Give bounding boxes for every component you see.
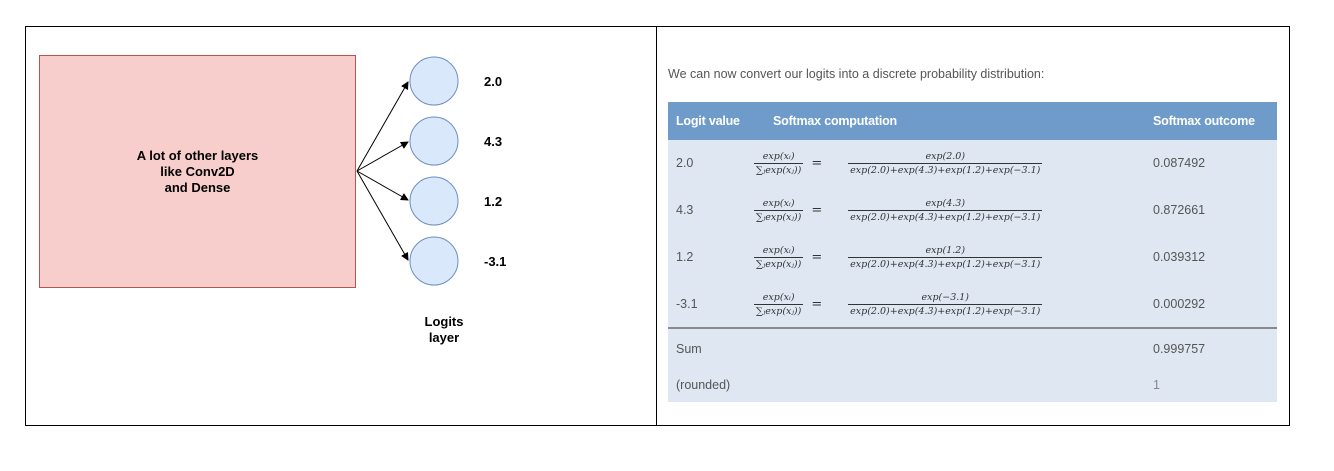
column-header-computation: Softmax computation xyxy=(773,114,897,128)
formula-right-denominator: exp(2.0)+exp(4.3)+exp(1.2)+exp(−3.1) xyxy=(848,162,1043,176)
table-row: -3.1 exp(xᵢ) ∑ⱼexp(xⱼ)) = exp(−3.1) exp(… xyxy=(668,281,1277,328)
rounded-label: (rounded) xyxy=(676,378,731,392)
row-softmax-outcome: 0.000292 xyxy=(1153,297,1206,311)
logits-layer-label-line: layer xyxy=(428,330,460,345)
formula-right-fraction: exp(1.2) exp(2.0)+exp(4.3)+exp(1.2)+exp(… xyxy=(830,245,1060,270)
formula-left-fraction: exp(xᵢ) ∑ⱼexp(xⱼ)) xyxy=(754,244,804,270)
logits-layer-label-line: Logits xyxy=(424,314,464,329)
logit-value-label: 1.2 xyxy=(484,194,503,209)
formula-right-denominator: exp(2.0)+exp(4.3)+exp(1.2)+exp(−3.1) xyxy=(848,303,1043,317)
formula-left-denominator: ∑ⱼexp(xⱼ)) xyxy=(754,256,804,270)
intro-text: We can now convert our logits into a dis… xyxy=(668,67,1045,81)
softmax-table-panel: We can now convert our logits into a dis… xyxy=(656,26,1290,426)
hidden-layers-box xyxy=(39,55,356,288)
logits-layer-label: Logits layer xyxy=(404,314,484,346)
column-header-outcome: Softmax outcome xyxy=(1153,114,1255,128)
hidden-layers-label: A lot of other layers like Conv2D and De… xyxy=(39,148,356,196)
formula-left-numerator: exp(xᵢ) xyxy=(762,291,795,303)
formula-right-denominator: exp(2.0)+exp(4.3)+exp(1.2)+exp(−3.1) xyxy=(848,256,1043,270)
formula-left-numerator: exp(xᵢ) xyxy=(762,244,795,256)
formula-left-numerator: exp(xᵢ) xyxy=(762,150,795,162)
formula-equals: = xyxy=(811,155,823,171)
row-logit-value: 4.3 xyxy=(676,203,694,217)
formula-right-numerator: exp(1.2) xyxy=(925,244,966,256)
softmax-formula: exp(xᵢ) ∑ⱼexp(xⱼ)) = exp(−3.1) exp(2.0)+… xyxy=(754,287,1060,321)
formula-left-denominator: ∑ⱼexp(xⱼ)) xyxy=(754,209,804,223)
softmax-formula: exp(xᵢ) ∑ⱼexp(xⱼ)) = exp(1.2) exp(2.0)+e… xyxy=(754,240,1060,274)
table-row: 2.0 exp(xᵢ) ∑ⱼexp(xⱼ)) = exp(2.0) exp(2.… xyxy=(668,140,1277,187)
table-row: 1.2 exp(xᵢ) ∑ⱼexp(xⱼ)) = exp(1.2) exp(2.… xyxy=(668,234,1277,281)
logit-neuron xyxy=(409,176,459,226)
softmax-formula: exp(xᵢ) ∑ⱼexp(xⱼ)) = exp(4.3) exp(2.0)+e… xyxy=(754,193,1060,227)
hidden-layers-label-line: and Dense xyxy=(164,180,231,195)
formula-right-numerator: exp(2.0) xyxy=(925,150,966,162)
softmax-formula: exp(xᵢ) ∑ⱼexp(xⱼ)) = exp(2.0) exp(2.0)+e… xyxy=(754,146,1060,180)
logit-neuron xyxy=(409,56,459,106)
formula-right-fraction: exp(2.0) exp(2.0)+exp(4.3)+exp(1.2)+exp(… xyxy=(830,151,1060,176)
formula-left-fraction: exp(xᵢ) ∑ⱼexp(xⱼ)) xyxy=(754,197,804,223)
row-softmax-outcome: 0.087492 xyxy=(1153,156,1206,170)
sum-value: 0.999757 xyxy=(1153,342,1206,356)
softmax-table: Logit value Softmax computation Softmax … xyxy=(668,102,1277,402)
table-header-row: Logit value Softmax computation Softmax … xyxy=(668,102,1277,140)
network-diagram-panel: A lot of other layers like Conv2D and De… xyxy=(25,26,658,426)
row-logit-value: -3.1 xyxy=(676,297,698,311)
formula-equals: = xyxy=(811,296,823,312)
formula-right-numerator: exp(4.3) xyxy=(925,197,966,209)
logit-value-label: -3.1 xyxy=(484,254,507,269)
row-logit-value: 1.2 xyxy=(676,250,694,264)
formula-left-numerator: exp(xᵢ) xyxy=(762,197,795,209)
logit-value-label: 2.0 xyxy=(484,74,503,89)
table-row: 4.3 exp(xᵢ) ∑ⱼexp(xⱼ)) = exp(4.3) exp(2.… xyxy=(668,187,1277,234)
formula-right-denominator: exp(2.0)+exp(4.3)+exp(1.2)+exp(−3.1) xyxy=(848,209,1043,223)
formula-left-denominator: ∑ⱼexp(xⱼ)) xyxy=(754,303,804,317)
formula-right-numerator: exp(−3.1) xyxy=(921,291,970,303)
logit-neuron xyxy=(409,116,459,166)
connection-arrow xyxy=(356,141,409,172)
connection-arrow xyxy=(356,81,409,172)
logit-value-label: 4.3 xyxy=(484,134,503,149)
formula-left-fraction: exp(xᵢ) ∑ⱼexp(xⱼ)) xyxy=(754,150,804,176)
formula-equals: = xyxy=(811,249,823,265)
formula-right-fraction: exp(4.3) exp(2.0)+exp(4.3)+exp(1.2)+exp(… xyxy=(830,198,1060,223)
row-softmax-outcome: 0.039312 xyxy=(1153,250,1206,264)
hidden-layers-label-line: like Conv2D xyxy=(160,164,235,179)
row-logit-value: 2.0 xyxy=(676,156,694,170)
column-header-logit: Logit value xyxy=(676,114,740,128)
connection-arrow xyxy=(356,170,409,201)
sum-label: Sum xyxy=(676,342,702,356)
logit-neuron xyxy=(409,236,459,286)
sum-divider xyxy=(668,327,1277,329)
connections-svg xyxy=(356,56,459,286)
connection-arrow xyxy=(356,170,409,261)
row-softmax-outcome: 0.872661 xyxy=(1153,203,1206,217)
hidden-layers-label-line: A lot of other layers xyxy=(136,148,259,163)
formula-right-fraction: exp(−3.1) exp(2.0)+exp(4.3)+exp(1.2)+exp… xyxy=(830,292,1060,317)
formula-equals: = xyxy=(811,202,823,218)
rounded-value: 1 xyxy=(1153,378,1160,392)
formula-left-fraction: exp(xᵢ) ∑ⱼexp(xⱼ)) xyxy=(754,291,804,317)
formula-left-denominator: ∑ⱼexp(xⱼ)) xyxy=(754,162,804,176)
